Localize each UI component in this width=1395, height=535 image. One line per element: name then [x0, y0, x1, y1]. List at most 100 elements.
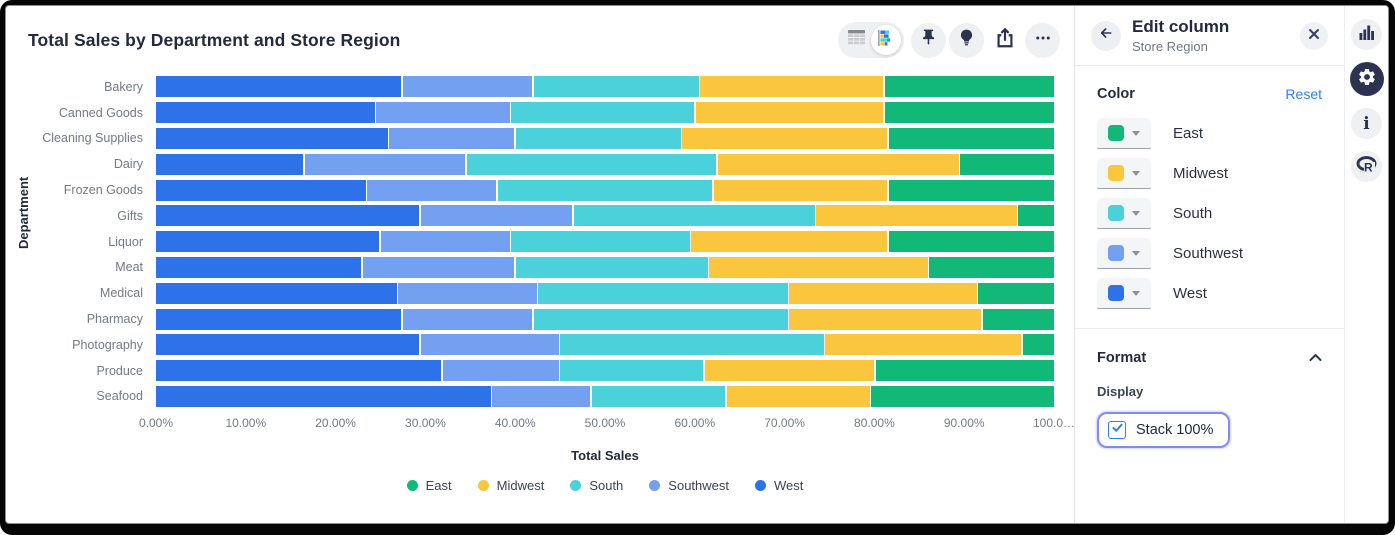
- format-section-header[interactable]: Format: [1097, 349, 1322, 367]
- bar-segment-southwest[interactable]: [304, 153, 466, 175]
- bar-segment-east[interactable]: [884, 102, 1055, 124]
- bar-segment-southwest[interactable]: [376, 102, 510, 124]
- color-swatch-dropdown-midwest[interactable]: [1097, 158, 1151, 190]
- bar-segment-southwest[interactable]: [492, 385, 591, 407]
- category-label: Gifts: [117, 208, 143, 223]
- bar-segment-east[interactable]: [875, 360, 1054, 382]
- bar-segment-west[interactable]: [156, 334, 420, 356]
- bar-segment-midwest[interactable]: [816, 205, 1017, 227]
- bar-segment-midwest[interactable]: [682, 127, 888, 149]
- bar-segment-midwest[interactable]: [704, 360, 875, 382]
- bar-segment-southwest[interactable]: [398, 282, 537, 304]
- bar-segment-east[interactable]: [1022, 334, 1054, 356]
- bar-segment-west[interactable]: [156, 360, 442, 382]
- bar-segment-southwest[interactable]: [380, 231, 510, 253]
- legend-item-south[interactable]: South: [570, 478, 623, 493]
- bar-segment-south[interactable]: [511, 102, 695, 124]
- bar-segment-east[interactable]: [884, 76, 1055, 98]
- category-label: Cleaning Supplies: [42, 131, 143, 146]
- bar-segment-west[interactable]: [156, 205, 420, 227]
- bar-segment-west[interactable]: [156, 231, 379, 253]
- bar-segment-west[interactable]: [156, 256, 362, 278]
- color-swatch-dropdown-east[interactable]: [1097, 118, 1151, 150]
- checkbox[interactable]: [1108, 420, 1126, 439]
- reset-link[interactable]: Reset: [1285, 85, 1322, 102]
- bar-segment-midwest[interactable]: [789, 308, 982, 330]
- legend-item-east[interactable]: East: [406, 478, 452, 493]
- bar-rows: Bakery Canned Goods Cleaning Supplies Dairy…: [6, 74, 1055, 410]
- bar-segment-west[interactable]: [156, 76, 402, 98]
- bar-segment-south[interactable]: [573, 205, 815, 227]
- bar-segment-southwest[interactable]: [420, 334, 559, 356]
- back-button[interactable]: [1091, 20, 1121, 51]
- bar-segment-south[interactable]: [560, 334, 824, 356]
- bar-segment-midwest[interactable]: [713, 179, 888, 201]
- bar-segment-south[interactable]: [515, 256, 708, 278]
- x-tick-label: 50.00%: [584, 416, 626, 431]
- pin-button[interactable]: [911, 22, 946, 58]
- bar-segment-southwest[interactable]: [442, 360, 559, 382]
- bar-segment-southwest[interactable]: [367, 179, 497, 201]
- more-options-button[interactable]: [1025, 22, 1060, 58]
- close-button[interactable]: [1300, 21, 1328, 50]
- bar-segment-east[interactable]: [888, 179, 1054, 201]
- bar-segment-midwest[interactable]: [717, 153, 959, 175]
- info-button[interactable]: i: [1351, 108, 1382, 139]
- legend-item-west[interactable]: West: [755, 478, 803, 493]
- bar-segment-south[interactable]: [515, 127, 681, 149]
- bar-segment-west[interactable]: [156, 153, 304, 175]
- bar-segment-east[interactable]: [982, 308, 1054, 330]
- bar-chart-icon: [1359, 25, 1375, 45]
- bar-segment-east[interactable]: [871, 385, 1054, 407]
- bar-segment-east[interactable]: [960, 153, 1054, 175]
- bar-segment-east[interactable]: [888, 231, 1054, 253]
- stack-100-checkbox[interactable]: Stack 100%: [1097, 411, 1231, 448]
- bar-segment-midwest[interactable]: [825, 334, 1022, 356]
- bar-segment-east[interactable]: [929, 256, 1054, 278]
- bar-segment-east[interactable]: [978, 282, 1055, 304]
- bar-segment-southwest[interactable]: [389, 127, 515, 149]
- bar-row: Seafood: [6, 384, 1054, 410]
- bar-segment-south[interactable]: [466, 153, 717, 175]
- color-swatch-dropdown-south[interactable]: [1097, 198, 1151, 230]
- bar-segment-south[interactable]: [533, 308, 788, 330]
- chart-view-button[interactable]: [871, 25, 901, 55]
- bar-segment-midwest[interactable]: [695, 102, 884, 124]
- bar-segment-southwest[interactable]: [402, 308, 533, 330]
- bar-segment-midwest[interactable]: [726, 385, 870, 407]
- bar-segment-west[interactable]: [156, 308, 402, 330]
- bar-segment-west[interactable]: [156, 385, 491, 407]
- insights-button[interactable]: [949, 22, 984, 58]
- r-console-button[interactable]: R: [1351, 151, 1382, 182]
- settings-button[interactable]: [1349, 62, 1384, 96]
- bar-segment-southwest[interactable]: [362, 256, 515, 278]
- stacked-bar-liquor: [156, 231, 1054, 253]
- legend-item-midwest[interactable]: Midwest: [477, 478, 544, 493]
- bar-segment-south[interactable]: [538, 282, 788, 304]
- bar-segment-west[interactable]: [156, 102, 375, 124]
- display-label: Display: [1097, 383, 1144, 399]
- bar-segment-east[interactable]: [1018, 205, 1054, 227]
- bar-segment-southwest[interactable]: [402, 76, 533, 98]
- bar-segment-south[interactable]: [511, 231, 690, 253]
- bar-segment-east[interactable]: [888, 127, 1054, 149]
- bar-segment-south[interactable]: [560, 360, 704, 382]
- bar-segment-west[interactable]: [156, 282, 397, 304]
- bar-segment-west[interactable]: [156, 127, 388, 149]
- share-button[interactable]: [987, 23, 1022, 58]
- legend-item-southwest[interactable]: Southwest: [649, 478, 729, 493]
- bar-segment-midwest[interactable]: [691, 231, 888, 253]
- bar-segment-south[interactable]: [533, 76, 699, 98]
- visualization-button[interactable]: [1351, 19, 1382, 50]
- bar-segment-midwest[interactable]: [789, 282, 977, 304]
- bar-segment-south[interactable]: [591, 385, 726, 407]
- table-view-button[interactable]: [841, 25, 871, 55]
- bar-segment-midwest[interactable]: [709, 256, 928, 278]
- bar-segment-south[interactable]: [497, 179, 713, 201]
- info-icon: i: [1363, 113, 1370, 134]
- color-swatch-dropdown-southwest[interactable]: [1097, 238, 1151, 270]
- bar-segment-midwest[interactable]: [700, 76, 884, 98]
- bar-segment-southwest[interactable]: [420, 205, 573, 227]
- color-swatch-dropdown-west[interactable]: [1097, 278, 1151, 310]
- bar-segment-west[interactable]: [156, 179, 366, 201]
